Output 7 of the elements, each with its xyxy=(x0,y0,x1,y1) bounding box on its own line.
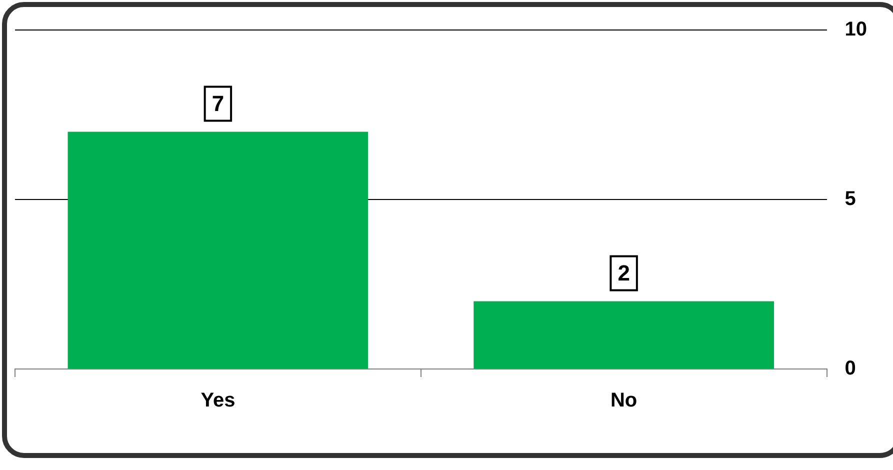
y-tick-label: 5 xyxy=(844,188,856,210)
y-tick-label: 10 xyxy=(844,18,868,41)
y-tick-label: 0 xyxy=(844,358,856,380)
x-tick-label: Yes xyxy=(200,390,236,412)
data-label: 7 xyxy=(212,90,224,116)
x-tick-label: No xyxy=(610,390,638,412)
data-label: 2 xyxy=(618,260,630,286)
